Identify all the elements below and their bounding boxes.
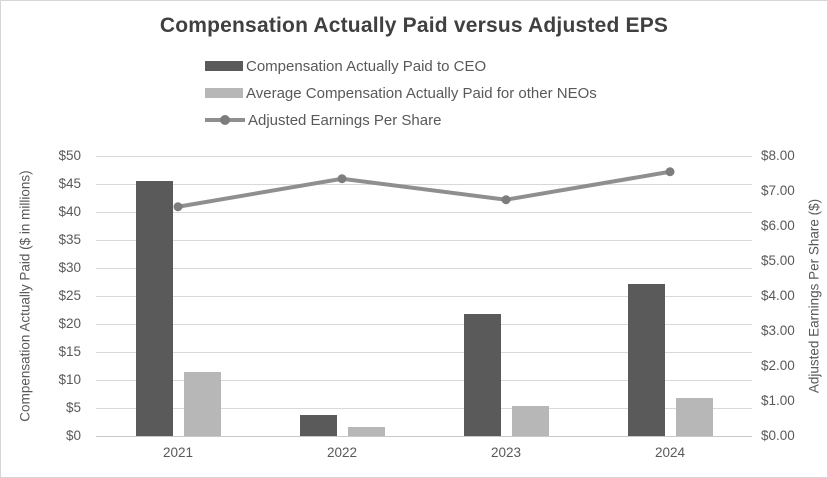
bar-ceo-2022 xyxy=(299,415,337,436)
right-axis-tick: $4.00 xyxy=(761,288,795,303)
left-axis-tick: $20 xyxy=(58,316,81,331)
x-axis-label-2022: 2022 xyxy=(326,445,358,460)
gridline xyxy=(96,408,752,409)
right-axis-tick: $5.00 xyxy=(761,253,795,268)
line-marker-icon xyxy=(220,115,230,125)
legend-label-neo: Average Compensation Actually Paid for o… xyxy=(246,84,597,102)
x-axis-label-2023: 2023 xyxy=(490,445,522,460)
legend-swatch-neo-bar xyxy=(205,88,243,98)
eps-marker-2022 xyxy=(337,174,347,184)
legend-item-eps: Adjusted Earnings Per Share xyxy=(205,111,597,129)
left-axis-tick: $50 xyxy=(58,148,81,163)
legend-label-ceo: Compensation Actually Paid to CEO xyxy=(246,57,487,75)
gridline xyxy=(96,240,752,241)
left-axis-tick: $10 xyxy=(58,372,81,387)
right-axis-title: Adjusted Earnings Per Share ($) xyxy=(806,198,822,394)
gridline xyxy=(96,324,752,325)
x-axis-label-2024: 2024 xyxy=(654,445,686,460)
legend-swatch-ceo-bar xyxy=(205,61,243,71)
bar-ceo-2023 xyxy=(463,313,501,436)
right-axis-tick: $8.00 xyxy=(761,148,795,163)
eps-marker-2023 xyxy=(501,195,511,205)
bar-neo-2021 xyxy=(183,371,221,436)
right-axis-tick: $2.00 xyxy=(761,358,795,373)
eps-marker-2024 xyxy=(665,167,675,177)
gridline xyxy=(96,184,752,185)
gridline xyxy=(96,212,752,213)
bar-ceo-2021 xyxy=(135,181,173,436)
left-axis-tick: $25 xyxy=(58,288,81,303)
gridline xyxy=(96,156,752,157)
right-axis-tick: $3.00 xyxy=(761,323,795,338)
legend: Compensation Actually Paid to CEO Averag… xyxy=(205,57,597,129)
right-axis-tick: $6.00 xyxy=(761,218,795,233)
bar-neo-2023 xyxy=(511,406,549,436)
eps-marker-2021 xyxy=(173,202,183,212)
gridline xyxy=(96,268,752,269)
legend-label-eps: Adjusted Earnings Per Share xyxy=(248,111,442,129)
left-axis-tick: $0 xyxy=(65,428,81,443)
legend-item-neo: Average Compensation Actually Paid for o… xyxy=(205,84,597,102)
bar-ceo-2024 xyxy=(627,284,665,436)
left-axis-tick: $5 xyxy=(65,400,81,415)
x-axis-label-2021: 2021 xyxy=(162,445,194,460)
eps-line xyxy=(177,169,671,209)
left-axis-tick: $35 xyxy=(58,232,81,247)
legend-item-ceo: Compensation Actually Paid to CEO xyxy=(205,57,597,75)
left-axis-tick: $40 xyxy=(58,204,81,219)
legend-swatch-eps-line xyxy=(205,111,245,129)
left-axis-tick: $45 xyxy=(58,176,81,191)
chart-title: Compensation Actually Paid versus Adjust… xyxy=(159,14,669,37)
left-axis-tick: $15 xyxy=(58,344,81,359)
right-axis-tick: $7.00 xyxy=(761,183,795,198)
gridline xyxy=(96,380,752,381)
bar-neo-2022 xyxy=(347,427,385,436)
gridline xyxy=(96,352,752,353)
right-axis-tick: $0.00 xyxy=(761,428,795,443)
plot-area xyxy=(96,156,752,437)
gridline xyxy=(96,436,752,437)
gridline xyxy=(96,296,752,297)
bar-neo-2024 xyxy=(675,398,713,436)
right-axis-tick: $1.00 xyxy=(761,393,795,408)
left-axis-tick: $30 xyxy=(58,260,81,275)
